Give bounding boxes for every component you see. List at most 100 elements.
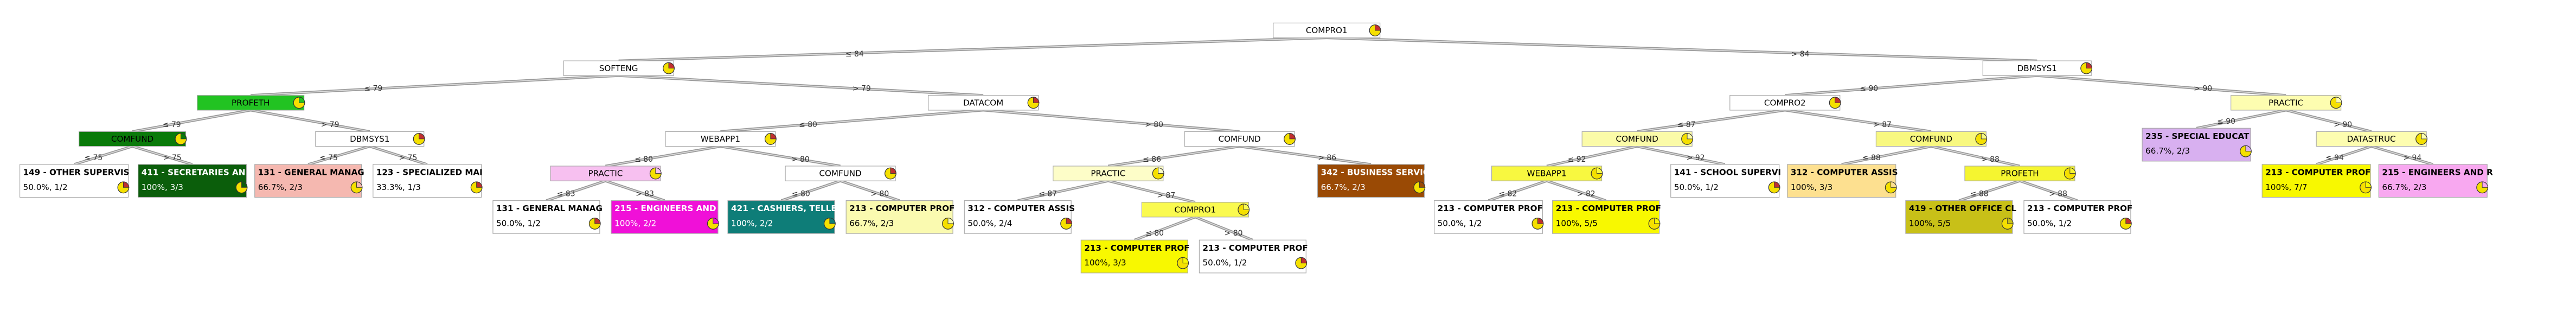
- class-pie-slice: [947, 218, 954, 224]
- split-node: COMPRO1: [1141, 201, 1250, 218]
- class-pie-slice: [299, 97, 305, 103]
- leaf-node: 131 - GENERAL MANAG 50.0%, 1/2: [492, 200, 603, 234]
- split-node: COMPRO1: [1273, 22, 1381, 39]
- node-box: [373, 164, 482, 198]
- edge-inner: [1931, 145, 2020, 167]
- leaf-node: 213 - COMPUTER PROF 66.7%, 2/3: [845, 200, 954, 234]
- class-pie-slice: [2421, 133, 2427, 140]
- node-box: [1581, 131, 1693, 147]
- leaf-label: 342 - BUSINESS SERVIC: [1321, 168, 1429, 177]
- leaf-detail: 100%, 3/3: [142, 182, 183, 192]
- split-label: PRACTIC: [2269, 98, 2303, 107]
- class-pie-slice: [180, 133, 187, 140]
- node-box: [1273, 22, 1381, 39]
- class-pie-slice: [1375, 24, 1381, 31]
- edge-inner: [2371, 145, 2433, 165]
- class-pie-slice: [1835, 97, 1841, 103]
- edge-condition: > 82: [1577, 189, 1595, 198]
- edge-inner: [2316, 145, 2372, 165]
- split-node: DATACOM: [928, 95, 1040, 111]
- node-box: [1184, 131, 1295, 147]
- split-node: COMFUND: [79, 131, 187, 147]
- edge-condition: > 90: [2194, 85, 2212, 93]
- split-node: WEBAPP1: [665, 131, 777, 147]
- node-box: [19, 164, 129, 198]
- edge-inner: [1841, 145, 1932, 165]
- leaf-detail: 66.7%, 2/3: [849, 218, 894, 228]
- node-box: [1491, 166, 1603, 181]
- leaf-node: 411 - SECRETARIES AN 100%, 3/3: [138, 164, 248, 198]
- node-box: [1905, 200, 2013, 234]
- split-label: COMPRO1: [1306, 26, 1348, 35]
- leaf-label: 123 - SPECIALIZED MAI: [376, 168, 483, 177]
- split-node: PRACTIC: [1053, 166, 1164, 181]
- split-label: COMFUND: [1616, 134, 1658, 144]
- edge-inner: [1546, 180, 1606, 201]
- node-box: [1433, 200, 1543, 234]
- class-pie-slice: [890, 167, 896, 174]
- edge-inner: [618, 75, 984, 96]
- node-box: [138, 164, 247, 198]
- edge-inner: [1785, 75, 2037, 96]
- class-pie-slice: [1066, 218, 1072, 224]
- edge-condition: > 84: [1791, 50, 1810, 59]
- edge-condition: ≤ 80: [799, 121, 817, 129]
- edge-inner: [546, 180, 606, 201]
- node-box: [1053, 166, 1164, 181]
- leaf-detail: 100%, 2/2: [731, 218, 773, 228]
- edge-condition: ≤ 80: [635, 155, 653, 164]
- split-label: DATASTRUC: [2347, 134, 2396, 144]
- leaf-detail: 100%, 7/7: [2265, 182, 2307, 192]
- leaf-label: 213 - COMPUTER PROF: [1202, 243, 1308, 253]
- leaf-detail: 100%, 3/3: [1791, 182, 1832, 192]
- node-box: [1552, 200, 1660, 234]
- leaf-label: 131 - GENERAL MANAG: [496, 204, 603, 213]
- leaf-detail: 50.0%, 2/4: [967, 218, 1012, 228]
- leaf-label: 213 - COMPUTER PROF: [1438, 204, 1543, 213]
- class-pie-slice: [1687, 133, 1693, 140]
- node-box: [2316, 131, 2427, 147]
- leaf-detail: 66.7%, 2/3: [258, 182, 303, 192]
- split-label: COMFUND: [819, 169, 861, 179]
- node-box: [2378, 164, 2488, 198]
- split-label: COMFUND: [1219, 134, 1261, 144]
- split-label: DBMSYS1: [350, 134, 389, 144]
- node-box: [492, 200, 600, 234]
- edge-condition: > 90: [2334, 121, 2352, 129]
- edge-inner: [74, 145, 133, 165]
- edge-inner: [2196, 110, 2286, 129]
- split-node: SOFTENG: [563, 60, 675, 76]
- leaf-label: 421 - CASHIERS, TELLE: [731, 204, 837, 213]
- edge-condition: ≤ 90: [2217, 117, 2235, 126]
- edge-inner: [781, 180, 841, 201]
- edge-condition: ≤ 83: [557, 189, 575, 198]
- leaf-detail: 66.7%, 2/3: [2382, 182, 2426, 192]
- leaf-node: 123 - SPECIALIZED MAI 33.3%, 1/3: [373, 164, 483, 198]
- leaf-node: 213 - COMPUTER PROF 100%, 5/5: [1552, 200, 1661, 234]
- class-pie-slice: [2336, 97, 2342, 103]
- class-pie-slice: [476, 181, 483, 188]
- leaf-label: 213 - COMPUTER PROF: [1556, 204, 1661, 213]
- leaf-detail: 66.7%, 2/3: [1321, 182, 1366, 192]
- node-box: [550, 166, 661, 181]
- leaf-detail: 33.3%, 1/3: [376, 182, 421, 192]
- edge-condition: ≤ 79: [364, 85, 382, 93]
- split-label: COMPRO1: [1175, 205, 1216, 214]
- leaf-detail: 100%, 5/5: [1909, 218, 1951, 228]
- edge-inner: [1488, 180, 1547, 201]
- class-pie-slice: [770, 133, 777, 140]
- split-node: COMFUND: [1184, 131, 1296, 147]
- split-label: COMFUND: [1910, 134, 1952, 144]
- edge-condition: ≤ 87: [1039, 189, 1057, 198]
- leaf-label: 215 - ENGINEERS AND R: [614, 204, 726, 213]
- leaf-detail: 50.0%, 1/2: [1674, 182, 1719, 192]
- class-pie-slice: [713, 218, 719, 224]
- split-node: DBMSYS1: [315, 131, 425, 147]
- split-label: PROFETH: [2001, 169, 2039, 179]
- class-pie-slice: [2482, 181, 2488, 188]
- edge-condition: > 75: [163, 154, 182, 162]
- edge-condition: > 92: [1687, 154, 1705, 162]
- edge-inner: [1195, 217, 1253, 240]
- leaf-detail: 50.0%, 1/2: [1438, 218, 1482, 228]
